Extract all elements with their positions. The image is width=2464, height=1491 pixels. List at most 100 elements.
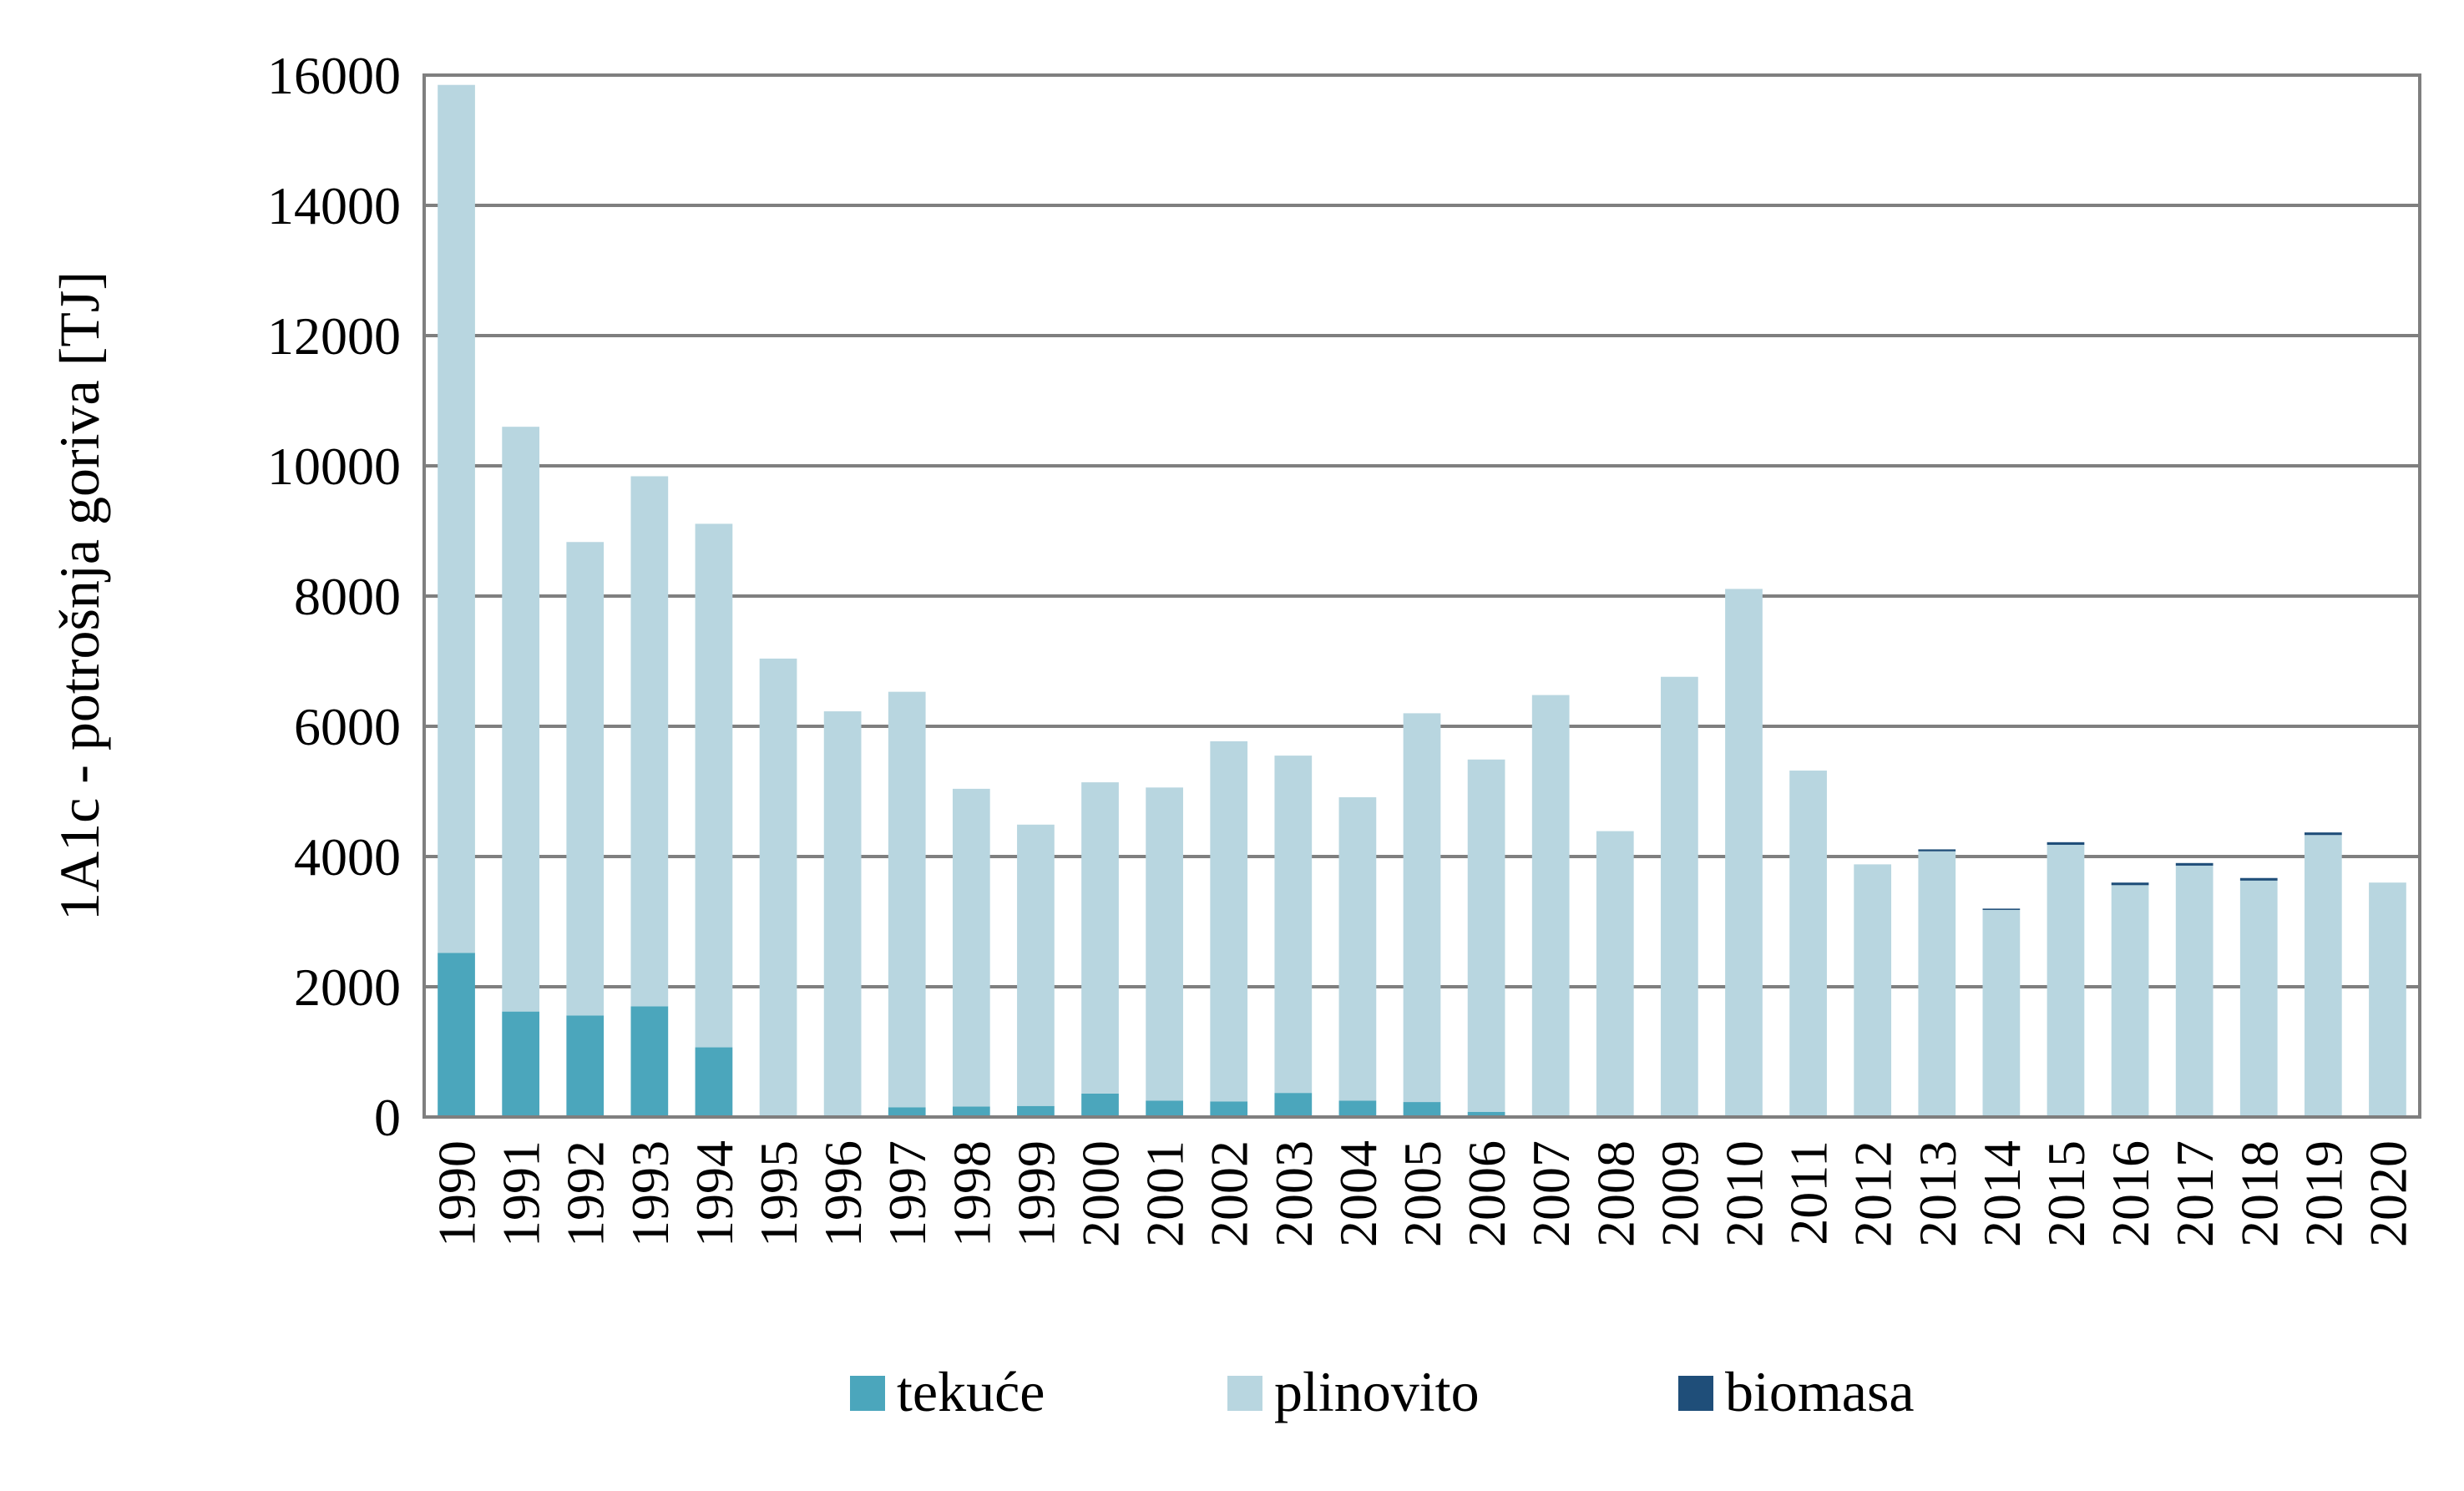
x-tick-label: 1991 xyxy=(492,1140,551,1247)
bar-2017-series-2 xyxy=(2175,862,2214,866)
bar-1994-series-1 xyxy=(695,523,733,1048)
bar-1995-series-1 xyxy=(759,658,797,1116)
x-tick-label: 2012 xyxy=(1844,1140,1903,1247)
y-tick-labels: 0 2000 4000 6000 8000 10000 12000 14000 16000 xyxy=(267,46,401,1147)
y-tick-label: 6000 xyxy=(294,697,401,756)
legend-label: biomasa xyxy=(1725,1360,1915,1423)
x-tick-label: 2011 xyxy=(1779,1140,1839,1246)
legend: tekuće plinovito biomasa xyxy=(850,1360,1915,1423)
bar-1991-series-1 xyxy=(502,427,540,1012)
x-tick-label: 1996 xyxy=(813,1140,873,1247)
bar-2009-series-1 xyxy=(1661,676,1698,1117)
y-tick-label: 0 xyxy=(374,1088,401,1147)
x-tick-label: 2009 xyxy=(1650,1140,1709,1247)
x-tick-label: 2008 xyxy=(1586,1140,1645,1247)
bar-1996-series-1 xyxy=(823,711,862,1117)
x-tick-label: 2016 xyxy=(2101,1140,2160,1247)
y-tick-label: 4000 xyxy=(294,827,401,887)
legend-swatch xyxy=(1678,1376,1713,1411)
bar-2015-series-2 xyxy=(2047,842,2085,845)
bar-2020-series-1 xyxy=(2369,882,2406,1117)
bar-1998-series-0 xyxy=(952,1106,990,1117)
x-tick-label: 2006 xyxy=(1457,1140,1516,1247)
bar-2010-series-1 xyxy=(1725,589,1763,1117)
bar-1997-series-1 xyxy=(888,691,926,1108)
legend-swatch xyxy=(850,1376,885,1411)
x-tick-label: 1990 xyxy=(428,1140,487,1247)
bar-1993-series-1 xyxy=(630,476,669,1007)
bar-2007-series-1 xyxy=(1531,695,1570,1117)
bar-2018-series-2 xyxy=(2239,877,2278,881)
bar-1997-series-0 xyxy=(888,1107,926,1117)
bar-2003-series-1 xyxy=(1274,756,1313,1094)
bar-2004-series-0 xyxy=(1338,1100,1377,1117)
bar-2016-series-1 xyxy=(2111,885,2149,1117)
x-tick-label: 2017 xyxy=(2165,1140,2224,1247)
x-tick-label: 2010 xyxy=(1714,1140,1773,1247)
y-tick-label: 2000 xyxy=(294,958,401,1017)
bar-1990-series-0 xyxy=(438,953,475,1117)
y-tick-label: 8000 xyxy=(294,567,401,626)
x-tick-label: 1998 xyxy=(942,1140,1001,1247)
legend-label: plinovito xyxy=(1274,1360,1480,1423)
legend-swatch xyxy=(1227,1376,1262,1411)
bar-1999-series-0 xyxy=(1017,1105,1055,1117)
bar-2011-series-1 xyxy=(1789,771,1827,1117)
bar-2014-series-2 xyxy=(1982,908,2021,910)
x-tick-label: 1997 xyxy=(878,1140,937,1247)
bar-1992-series-1 xyxy=(566,542,605,1016)
bar-2001-series-1 xyxy=(1146,787,1183,1101)
bar-2013-series-1 xyxy=(1918,851,1956,1117)
bar-2003-series-0 xyxy=(1274,1093,1313,1117)
bar-1992-series-0 xyxy=(566,1015,605,1117)
bar-2004-series-1 xyxy=(1338,797,1377,1101)
bar-2019-series-2 xyxy=(2304,832,2342,836)
x-tick-label: 1999 xyxy=(1006,1140,1065,1247)
bar-1993-series-0 xyxy=(630,1006,669,1117)
bar-2002-series-0 xyxy=(1210,1101,1248,1117)
x-tick-label: 2005 xyxy=(1393,1140,1452,1247)
x-tick-label: 2019 xyxy=(2294,1140,2353,1247)
bar-2000-series-0 xyxy=(1081,1093,1119,1117)
x-tick-label: 2002 xyxy=(1200,1140,1259,1247)
x-tick-label: 2018 xyxy=(2229,1140,2289,1247)
y-axis-title: 1A1c - potrošnja goriva [TJ] xyxy=(48,271,111,921)
bar-2012-series-1 xyxy=(1854,864,1892,1117)
x-tick-label: 1993 xyxy=(620,1140,680,1247)
bar-2016-series-2 xyxy=(2111,882,2149,886)
bar-2008-series-1 xyxy=(1596,831,1634,1117)
y-tick-label: 16000 xyxy=(267,46,401,105)
bar-2006-series-0 xyxy=(1467,1111,1505,1117)
x-tick-label: 2003 xyxy=(1264,1140,1323,1247)
x-tick-label: 2001 xyxy=(1136,1140,1195,1247)
y-tick-label: 10000 xyxy=(267,437,401,496)
bar-2017-series-1 xyxy=(2175,865,2214,1117)
y-tick-label: 14000 xyxy=(267,176,401,235)
x-tick-label: 2007 xyxy=(1521,1140,1581,1247)
bars xyxy=(438,84,2406,1117)
x-tick-label: 2013 xyxy=(1908,1140,1967,1247)
x-tick-label: 2015 xyxy=(2036,1140,2096,1247)
bar-2002-series-1 xyxy=(1210,740,1248,1102)
x-tick-label: 2014 xyxy=(1972,1140,2031,1247)
bar-1999-series-1 xyxy=(1017,824,1055,1106)
bar-2005-series-1 xyxy=(1403,713,1441,1103)
bar-2019-series-1 xyxy=(2304,835,2342,1117)
legend-label: tekuće xyxy=(897,1360,1045,1423)
bar-1990-series-1 xyxy=(438,84,475,953)
bar-2018-series-1 xyxy=(2239,880,2278,1117)
bar-1994-series-0 xyxy=(695,1047,733,1117)
x-tick-label: 1994 xyxy=(685,1140,744,1247)
x-tick-labels: 1990 1991 1992 1993 1994 1995 1996 1997 1998 1999… xyxy=(428,1140,2418,1247)
bar-2001-series-0 xyxy=(1146,1100,1183,1117)
x-tick-label: 2000 xyxy=(1071,1140,1131,1247)
bar-1991-series-0 xyxy=(502,1011,540,1117)
x-tick-label: 2004 xyxy=(1328,1140,1388,1247)
bar-1998-series-1 xyxy=(952,788,990,1107)
bar-2014-series-1 xyxy=(1982,909,2021,1117)
x-tick-label: 1992 xyxy=(556,1140,615,1247)
y-tick-label: 12000 xyxy=(267,306,401,366)
bar-2013-series-2 xyxy=(1918,849,1956,852)
bar-2006-series-1 xyxy=(1467,759,1505,1112)
